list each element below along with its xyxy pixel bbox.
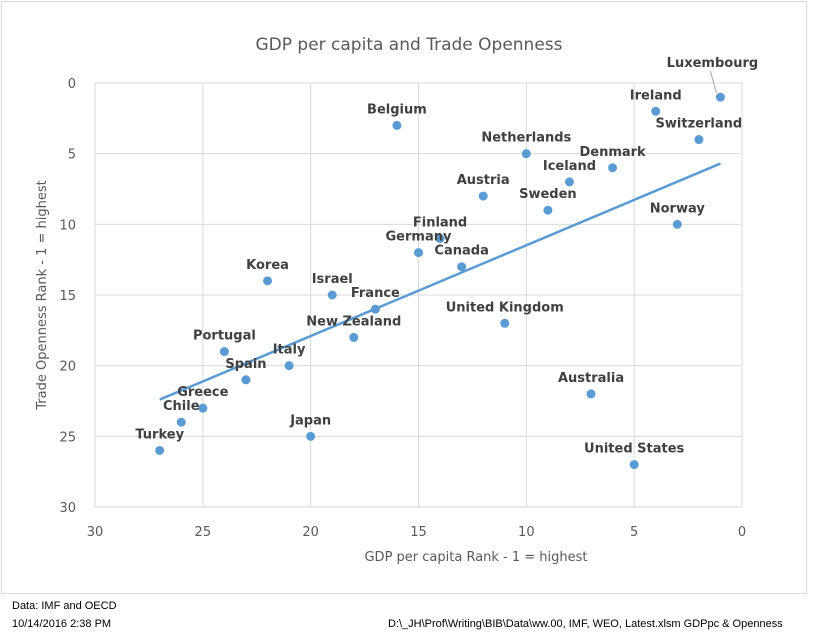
point-label-australia: Australia (558, 371, 624, 386)
point-label-united-kingdom: United Kingdom (446, 300, 564, 315)
point-label-iceland: Iceland (543, 159, 596, 174)
x-tick-label: 20 (302, 525, 319, 540)
x-tick-label: 0 (738, 525, 746, 540)
chart-frame (1, 1, 807, 594)
point-label-new-zealand: New Zealand (306, 314, 401, 329)
point-greece (198, 403, 208, 413)
point-italy (284, 361, 294, 371)
point-label-germany: Germany (386, 230, 452, 245)
point-label-israel: Israel (312, 272, 353, 287)
point-chile (176, 417, 186, 427)
point-germany (414, 248, 423, 258)
point-turkey (155, 445, 165, 455)
point-label-france: France (351, 286, 400, 301)
point-ireland (651, 106, 661, 116)
x-tick-label: 5 (630, 525, 638, 540)
leader-line (709, 71, 717, 94)
x-tick-label: 30 (87, 525, 104, 540)
chart-title: GDP per capita and Trade Openness (255, 35, 562, 55)
point-sweden (543, 205, 553, 215)
y-tick-label: 20 (59, 360, 76, 375)
point-united-kingdom (500, 318, 510, 328)
x-tick-label: 25 (195, 525, 212, 540)
point-united-states (629, 460, 639, 470)
point-belgium (392, 120, 402, 130)
data-points: Luxembourg Ireland Switzerland Belgium Nethe… (135, 56, 759, 470)
scatter-chart: GDP per capita and Trade Openness 30 25 20… (35, 35, 759, 565)
point-label-denmark: Denmark (579, 145, 646, 160)
point-israel (327, 290, 337, 300)
point-netherlands (521, 149, 531, 159)
point-label-finland: Finland (413, 215, 467, 230)
point-label-spain: Spain (225, 357, 266, 372)
x-tick-label: 15 (410, 525, 427, 540)
y-tick-label: 10 (59, 218, 76, 233)
point-label-netherlands: Netherlands (481, 131, 571, 146)
x-axis-label: GDP per capita Rank - 1 = highest (364, 550, 587, 565)
point-label-canada: Canada (434, 244, 488, 259)
point-label-belgium: Belgium (367, 102, 427, 117)
y-tick-label: 5 (68, 148, 76, 163)
point-spain (241, 375, 251, 385)
point-label-italy: Italy (273, 343, 306, 358)
point-norway (672, 219, 682, 229)
point-label-greece: Greece (177, 385, 228, 400)
point-australia (586, 389, 596, 399)
point-label-turkey: Turkey (135, 427, 184, 442)
x-tick-label: 10 (518, 525, 535, 540)
timestamp: 10/14/2016 2:38 PM (12, 618, 112, 630)
point-austria (478, 191, 488, 201)
point-canada (457, 262, 467, 272)
point-new-zealand (349, 332, 359, 342)
point-iceland (564, 177, 574, 187)
point-denmark (608, 163, 618, 173)
point-korea (263, 276, 273, 286)
point-label-norway: Norway (650, 201, 706, 216)
point-label-ireland: Ireland (630, 88, 682, 103)
data-source: Data: IMF and OECD (12, 600, 117, 612)
point-portugal (219, 347, 229, 357)
y-axis-label: Trade Openness Rank - 1 = highest (35, 180, 50, 410)
point-luxembourg (715, 92, 725, 102)
point-switzerland (694, 135, 704, 145)
point-finland (435, 233, 445, 243)
point-label-japan: Japan (289, 413, 331, 428)
point-label-chile: Chile (163, 399, 200, 414)
point-france (370, 304, 380, 314)
point-label-sweden: Sweden (519, 187, 577, 202)
point-label-austria: Austria (457, 173, 510, 188)
file-path: D:\_JH\Prof\Writing\BIB\Data\ww.00, IMF,… (388, 618, 783, 630)
tick-labels: 30 25 20 15 10 5 0 0 5 10 15 20 25 30 (59, 77, 746, 540)
point-label-portugal: Portugal (193, 329, 256, 344)
trendline (159, 162, 721, 401)
y-tick-label: 30 (59, 501, 76, 516)
point-label-korea: Korea (246, 258, 289, 273)
point-label-switzerland: Switzerland (656, 117, 743, 132)
y-tick-label: 15 (59, 289, 76, 304)
y-tick-label: 25 (59, 430, 76, 445)
point-japan (306, 431, 316, 441)
point-label-luxembourg: Luxembourg (667, 56, 759, 71)
y-tick-label: 0 (68, 77, 76, 92)
point-label-united-states: United States (584, 442, 685, 457)
